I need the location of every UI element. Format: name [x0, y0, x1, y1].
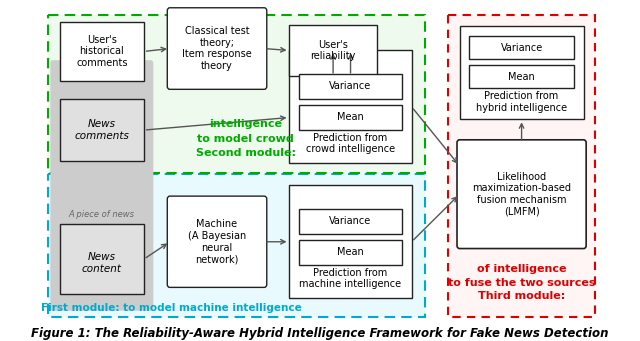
Text: Variance: Variance — [330, 217, 372, 226]
Bar — [299, 105, 402, 130]
Text: Mean: Mean — [337, 248, 364, 257]
Text: Prediction from
hybrid intelligence: Prediction from hybrid intelligence — [476, 91, 567, 113]
Text: News
content: News content — [82, 252, 122, 274]
Bar — [289, 50, 412, 163]
Text: Figure 1: The Reliability-Aware Hybrid Intelligence Framework for Fake News Dete: Figure 1: The Reliability-Aware Hybrid I… — [31, 327, 609, 340]
Bar — [299, 240, 402, 265]
Bar — [448, 15, 595, 317]
Text: User's
historical
comments: User's historical comments — [76, 35, 127, 68]
Bar — [289, 186, 412, 298]
FancyBboxPatch shape — [51, 60, 154, 311]
Bar — [60, 99, 144, 161]
Bar — [48, 15, 425, 173]
Bar — [60, 224, 144, 294]
Bar — [60, 22, 144, 80]
Text: to fuse the two sources: to fuse the two sources — [448, 278, 595, 287]
Text: Third module:: Third module: — [478, 291, 565, 301]
Bar — [48, 174, 425, 317]
Text: First module: to model machine intelligence: First module: to model machine intellige… — [41, 303, 302, 313]
Text: intelligence: intelligence — [209, 119, 282, 129]
Bar — [469, 36, 574, 59]
Text: Prediction from
crowd intelligence: Prediction from crowd intelligence — [306, 133, 395, 154]
Text: Mean: Mean — [508, 72, 535, 82]
Text: of intelligence: of intelligence — [477, 264, 566, 274]
Bar — [469, 65, 574, 88]
Text: User's
reliability: User's reliability — [310, 40, 356, 61]
Text: Variance: Variance — [330, 81, 372, 91]
FancyBboxPatch shape — [457, 140, 586, 249]
Bar — [460, 26, 584, 119]
Bar — [299, 74, 402, 99]
Text: News
comments: News comments — [74, 119, 129, 141]
Bar — [299, 209, 402, 234]
Text: to model crowd: to model crowd — [198, 134, 294, 144]
Bar — [289, 25, 377, 76]
Text: Likelihood
maximization-based
fusion mechanism
(LMFM): Likelihood maximization-based fusion mec… — [472, 172, 571, 217]
Text: A piece of news: A piece of news — [69, 210, 135, 219]
Text: Variance: Variance — [500, 43, 543, 53]
Text: Mean: Mean — [337, 113, 364, 122]
Text: Second module:: Second module: — [196, 148, 296, 159]
Text: Machine
(A Bayesian
neural
network): Machine (A Bayesian neural network) — [188, 219, 246, 264]
Text: Prediction from
machine intelligence: Prediction from machine intelligence — [300, 268, 402, 290]
FancyBboxPatch shape — [167, 8, 267, 89]
FancyBboxPatch shape — [167, 196, 267, 287]
Text: Classical test
theory;
Item response
theory: Classical test theory; Item response the… — [182, 26, 252, 71]
